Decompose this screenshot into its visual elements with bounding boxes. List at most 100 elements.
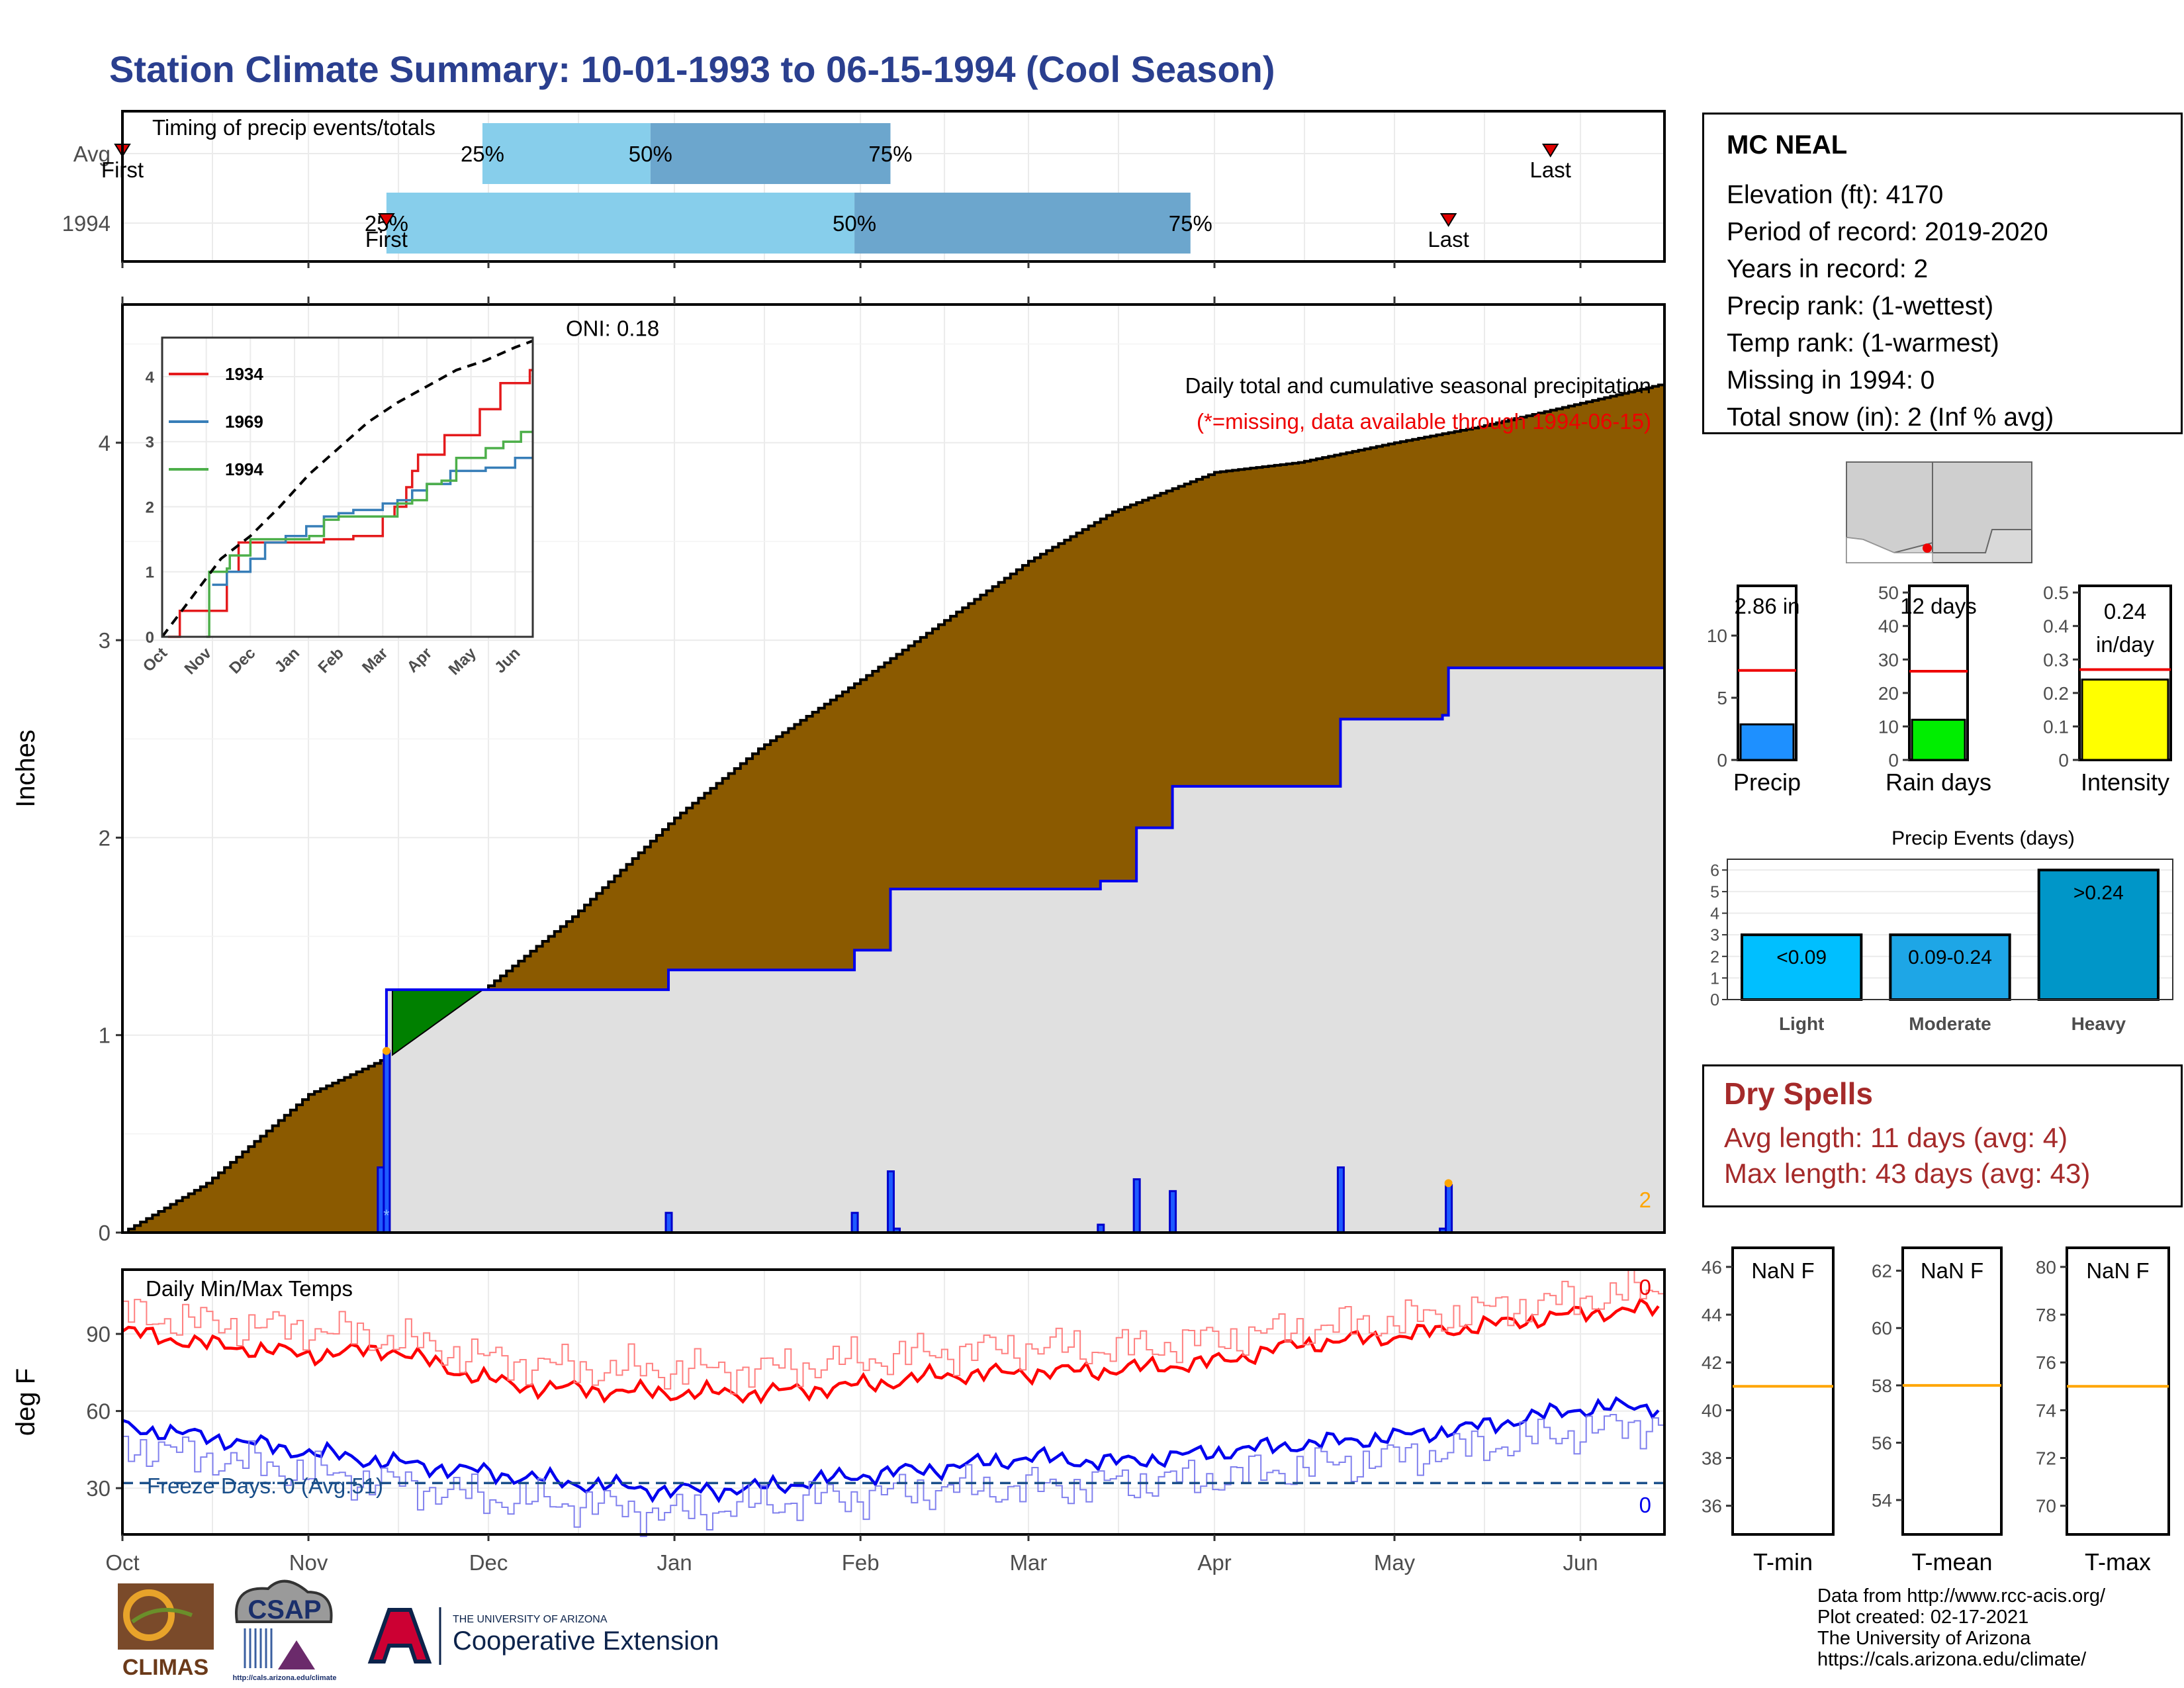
minibar-category-label: Precip (1733, 769, 1801, 796)
month-axis: Oct Nov Dec Jan Feb Mar Apr May Jun (105, 1534, 1598, 1575)
station-line: Years in record: 2 (1727, 255, 1929, 283)
timing-marker-last (1541, 144, 1559, 158)
tbar-category-label: T-mean (1911, 1548, 1992, 1575)
event-bin-label: 0.09-0.24 (1908, 947, 1992, 968)
temp-panel-title: Daily Min/Max Temps (146, 1276, 353, 1301)
credit-line: The University of Arizona (1817, 1628, 2031, 1649)
timing-pct-label: 75% (868, 142, 912, 166)
ua-logo-large-text: Cooperative Extension (453, 1626, 719, 1656)
tbar-tick-label: 74 (2036, 1400, 2056, 1421)
tbar-value-label: NaN F (1921, 1258, 1983, 1283)
temp-ylabel: deg F (11, 1368, 40, 1436)
temp-bg (122, 1270, 1664, 1534)
ua-logo-a (367, 1608, 432, 1664)
precip-panel-title: Daily total and cumulative seasonal prec… (1185, 373, 1651, 398)
dry-spells-title: Dry Spells (1724, 1076, 1873, 1111)
month-label: Jan (657, 1550, 692, 1575)
minibar-value-bar (1911, 718, 1966, 761)
location-map (1846, 461, 2032, 563)
precip-ytick-label: 2 (99, 825, 111, 850)
events-tick-label: 6 (1710, 861, 1719, 880)
min-count-label: 0 (1639, 1493, 1651, 1517)
tbar-tick-label: 46 (1702, 1257, 1722, 1278)
inset-legend-label: 1994 (225, 459, 263, 479)
inset-legend-label: 1969 (225, 412, 263, 432)
climas-logo-text: CLIMAS (122, 1655, 208, 1680)
station-line: Total snow (in): 2 (Inf % avg) (1727, 403, 2054, 432)
climas-logo-sun (123, 1589, 175, 1641)
tbar-tick-label: 58 (1872, 1376, 1892, 1396)
inset-legend-label: 1934 (225, 364, 263, 384)
inset-series-1969 (212, 457, 533, 586)
cumulative-1994-line (122, 666, 1664, 1234)
precip-frame (121, 303, 1666, 1234)
month-label: Jun (1563, 1550, 1598, 1575)
inset-ytick-label: 3 (146, 434, 154, 451)
daily-precip-bar (383, 1050, 391, 1234)
inset-average-line (161, 340, 533, 638)
event-bar (1889, 933, 2011, 1001)
temp-ytick-label: 90 (86, 1322, 111, 1346)
precip-ytick-label: 0 (99, 1221, 111, 1245)
credit-line: https://cals.arizona.edu/climate/ (1817, 1649, 2087, 1670)
minibar-tick-label: 0 (1717, 750, 1727, 771)
minibar-value-label: 2.86 in (1734, 594, 1799, 618)
timing-pct-label: 50% (629, 142, 672, 166)
events-title: Precip Events (days) (1891, 827, 2075, 849)
temp-series-line (122, 1270, 1664, 1395)
month-label: Mar (1010, 1550, 1048, 1575)
tbar-tick-label: 38 (1702, 1448, 1722, 1469)
tbar-tick-label: 72 (2036, 1448, 2056, 1469)
inset-ytick-label: 1 (146, 564, 154, 582)
precip-ytick-label: 1 (99, 1023, 111, 1048)
minibar-value-label: 0.24 (2104, 599, 2146, 624)
csap-logo-mountain (278, 1640, 315, 1669)
tbar-frame (1731, 1246, 1835, 1536)
minibar-tick-label: 0 (2058, 750, 2069, 771)
minibar-category-label: Intensity (2081, 769, 2169, 796)
station-info-box: MC NEAL Elevation (ft): 4170 Period of re… (1702, 113, 2183, 434)
minibar-tick-label: 40 (1878, 616, 1899, 637)
temp-frame (121, 1268, 1666, 1536)
credits: Data from http://www.rcc-acis.org/Plot c… (1817, 1585, 2105, 1670)
inset-series-1994 (206, 430, 533, 638)
tbar-value-label: NaN F (2086, 1258, 2149, 1283)
temp-bar-panels: 36 38 40 42 44 46 NaN F T-min 54 56 58 60 62 NaN F T-m… (1702, 1246, 2170, 1575)
precip-ylabel: Inches (11, 729, 40, 808)
daily-precip-bar (664, 1211, 673, 1234)
snow-marker (1444, 1179, 1453, 1188)
events-tick-label: 2 (1710, 948, 1719, 966)
tbar-category-label: T-max (2085, 1548, 2151, 1575)
events-tick-label: 4 (1710, 905, 1719, 923)
minibar-tick-label: 0.2 (2043, 683, 2069, 704)
csap-logo-cloud (235, 1579, 333, 1623)
precip-panel: 0 1 2 3 4 * Daily total and cumulative seasona… (11, 297, 1666, 1245)
tbar-tick-label: 54 (1872, 1490, 1892, 1511)
timing-bar-50-75 (854, 193, 1191, 254)
temp-panel: 30 60 90 Daily Min/Max Temps Freeze Days: 0 … (11, 1268, 1666, 1537)
daily-precip-bar (1445, 1184, 1453, 1234)
minibar-tick-label: 5 (1717, 688, 1727, 708)
tbar-tick-label: 80 (2036, 1257, 2056, 1278)
inset-ytick-label: 4 (146, 369, 155, 387)
timing-row-label: 1994 (62, 211, 111, 236)
timing-panel: Avg25%50%75%FirstLast199425%50%75%FirstL… (62, 110, 1666, 268)
credit-line: Plot created: 02-17-2021 (1817, 1607, 2029, 1628)
snow-marker (382, 1047, 390, 1055)
station-line: Precip rank: (1-wettest) (1727, 292, 1994, 320)
dry-spells-avg: Avg length: 11 days (avg: 4) (1724, 1122, 2068, 1153)
temp-ytick-label: 30 (86, 1476, 111, 1501)
minibar-tick-label: 0.1 (2043, 716, 2069, 737)
minibar-tick-label: 10 (1878, 716, 1899, 737)
climas-logo-bg (118, 1583, 214, 1650)
station-location-dot (1923, 543, 1932, 553)
page-title: Station Climate Summary: 10-01-1993 to 0… (109, 48, 1275, 90)
tbar-tick-label: 44 (1702, 1305, 1722, 1325)
daily-precip-bar (1169, 1190, 1177, 1234)
minibar-tick-label: 0 (1888, 750, 1899, 771)
month-label: Feb (842, 1550, 880, 1575)
timing-bar-50-75 (650, 123, 891, 184)
event-category-label: Light (1779, 1013, 1824, 1034)
tbar-tick-label: 70 (2036, 1496, 2056, 1517)
